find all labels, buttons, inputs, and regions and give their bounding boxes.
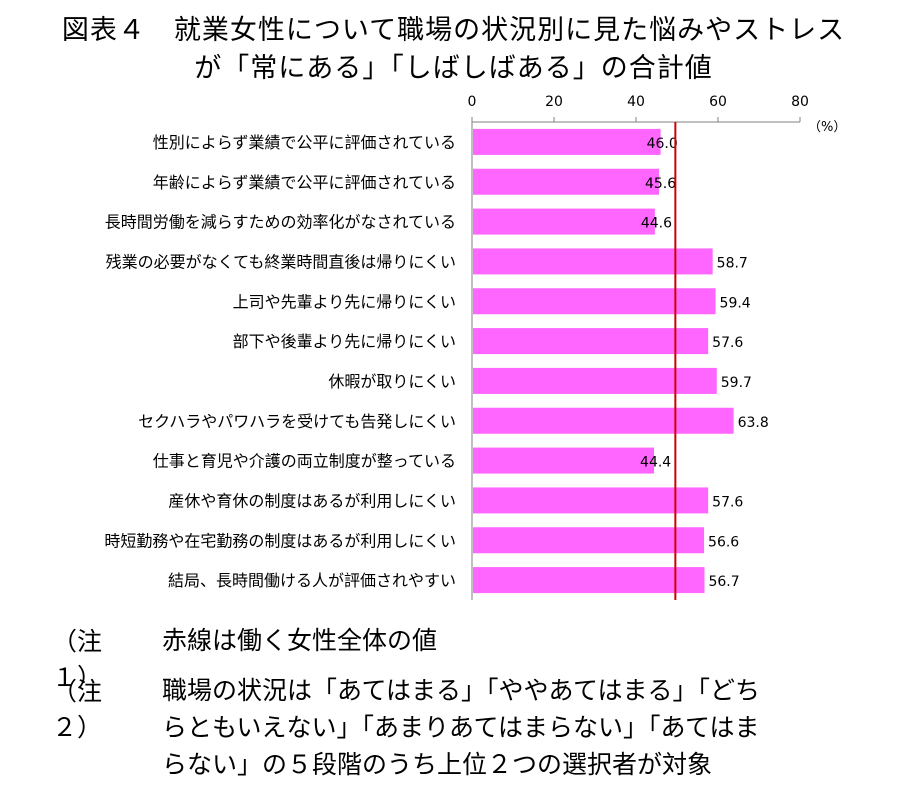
category-label: 休暇が取りにくい	[328, 372, 456, 391]
note-2-label: （注２）	[52, 677, 103, 742]
bar	[473, 567, 705, 594]
bar	[473, 328, 709, 355]
x-tick-label: 0	[468, 94, 477, 110]
bar	[473, 447, 655, 474]
value-label: 58.7	[717, 255, 748, 271]
value-label: 46.0	[647, 136, 678, 152]
chart-title-line2: が「常にある」「しばしばある」の合計値	[194, 53, 713, 84]
value-label: 56.7	[708, 574, 739, 590]
chart-title-line1: 図表４ 就業女性について職場の状況別に見た悩みやストレス	[61, 15, 846, 46]
bar	[473, 168, 659, 195]
category-label: 仕事と育児や介護の両立制度が整っている	[153, 452, 456, 471]
category-label: 時短勤務や在宅勤務の制度はあるが利用しにくい	[104, 531, 456, 550]
bar	[473, 367, 717, 394]
value-label: 44.4	[640, 455, 671, 471]
x-tick-label: 20	[545, 94, 563, 110]
x-tick-label: 40	[627, 94, 645, 110]
category-label: 上司や先輩より先に帰りにくい	[233, 292, 456, 311]
bar	[473, 527, 705, 554]
value-label: 59.7	[721, 375, 752, 391]
bar	[473, 128, 661, 155]
category-label: 残業の必要がなくても終業時間直後は帰りにくい	[106, 252, 456, 271]
bar	[473, 407, 734, 434]
bar-chart: 0 20 40 60 80 （%） 性別によらず業績で公平に評価されている 46.0 年齢によら…	[104, 94, 846, 600]
category-label: セクハラやパワハラを受けても告発しにくい	[138, 412, 456, 431]
category-label: 長時間労働を減らすための効率化がなされている	[105, 213, 456, 232]
value-label: 57.6	[712, 494, 743, 510]
bar	[473, 487, 709, 514]
value-label: 59.4	[720, 295, 751, 311]
value-label: 63.8	[738, 415, 769, 431]
category-label: 年齢によらず業績で公平に評価されている	[153, 173, 456, 192]
category-label: 部下や後輩より先に帰りにくい	[233, 332, 456, 351]
value-label: 57.6	[712, 335, 743, 351]
x-tick-label: 80	[791, 94, 809, 110]
value-label: 45.6	[645, 176, 676, 192]
bar	[473, 248, 713, 275]
note-1-text: 赤線は働く女性全体の値	[162, 622, 862, 659]
bar	[473, 208, 655, 235]
bar	[473, 288, 716, 315]
value-label: 56.6	[708, 534, 739, 550]
note-1-label: （注１）	[52, 627, 103, 692]
note-2-line: らない」の５段階のうち上位２つの選択者が対象	[162, 750, 713, 779]
note-2-text: 職場の状況は「あてはまる」「ややあてはまる」「どち らともいえない」「あまりあて…	[162, 672, 862, 783]
note-2-line: らともいえない」「あまりあてはまらない」「あてはま	[162, 713, 760, 742]
x-tick-label: 60	[709, 94, 727, 110]
unit-label: （%）	[808, 120, 846, 135]
note-2-line: 職場の状況は「あてはまる」「ややあてはまる」「どち	[162, 676, 761, 705]
category-label: 産休や育休の制度はあるが利用しにくい	[168, 491, 456, 510]
value-label: 44.6	[641, 216, 672, 232]
note-1-line: 赤線は働く女性全体の値	[162, 626, 438, 655]
category-label: 性別によらず業績で公平に評価されている	[153, 133, 456, 152]
category-label: 結局、長時間働ける人が評価されやすい	[168, 571, 456, 590]
